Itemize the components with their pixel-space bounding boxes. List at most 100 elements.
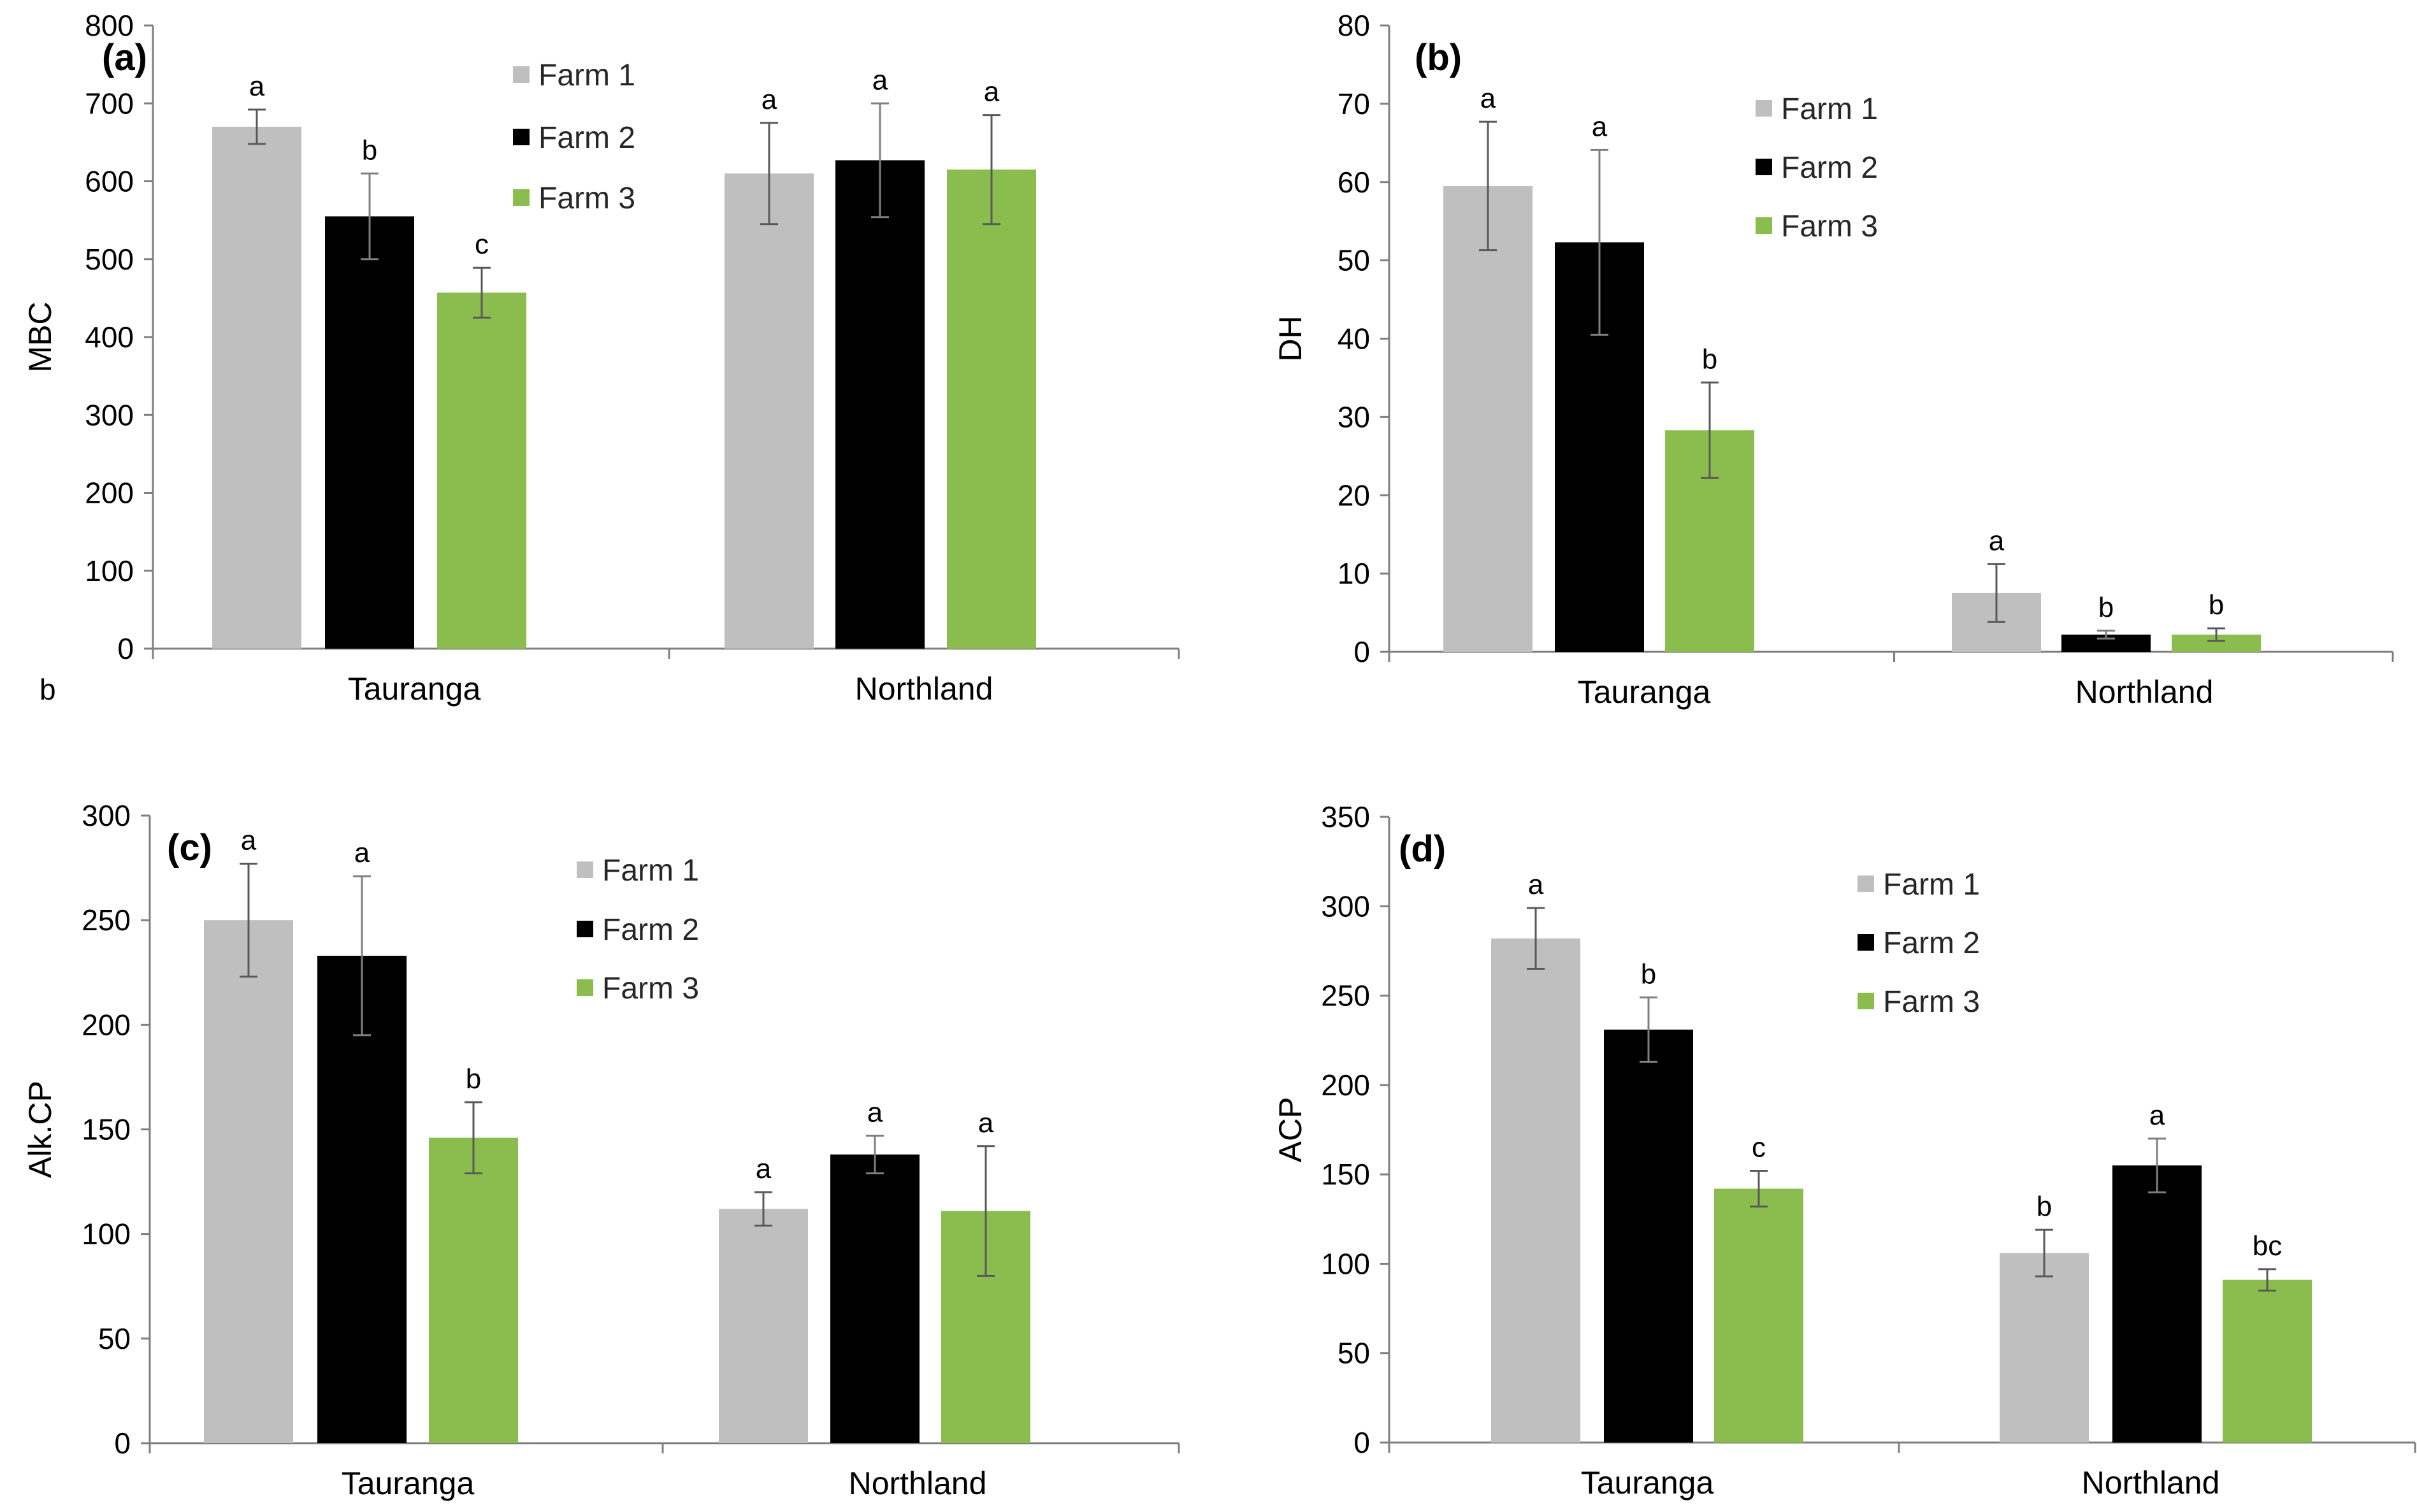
legend-entry: Farm 3 [1781,210,1878,243]
significance-letter: a [249,71,265,102]
y-tick-label: 100 [85,554,134,587]
bar-farm-3-tauranga [429,1137,518,1443]
bar-farm-1-tauranga [212,126,301,649]
significance-letter: a [354,837,370,868]
y-tick-label: 700 [85,87,134,120]
y-axis-title: Alk.CP [22,1081,58,1178]
significance-letter: a [1592,111,1608,142]
legend-swatch [1756,159,1772,175]
significance-letter: a [761,84,777,115]
legend-entry: Farm 2 [538,121,635,155]
y-tick-label: 150 [1321,1158,1370,1191]
significance-letter: a [872,64,888,96]
panel-label: (c) [167,827,212,868]
panel-label: (a) [102,37,147,78]
y-tick-label: 200 [1321,1069,1370,1102]
y-tick-label: 0 [117,632,134,665]
significance-letter: c [1752,1132,1766,1163]
x-tick-label: Northland [849,1465,987,1501]
y-tick-label: 200 [82,1008,131,1041]
legend-entry: Farm 1 [1883,868,1980,902]
y-tick-label: 0 [1353,1426,1370,1459]
y-tick-label: 300 [1321,889,1370,923]
y-tick-label: 100 [82,1218,131,1251]
significance-letter: a [1989,525,2005,556]
x-tick-label: Tauranga [348,671,481,707]
y-tick-label: 800 [85,9,134,42]
y-tick-label: 250 [82,904,131,937]
bar-farm-2-northland [830,1154,920,1443]
y-tick-label: 500 [85,243,134,276]
bar-farm-1-tauranga [204,920,293,1443]
y-tick-label: 50 [1338,244,1370,277]
bar-farm-2-tauranga [325,216,414,649]
y-tick-label: 150 [82,1113,131,1146]
bar-farm-1-tauranga [1491,938,1580,1443]
stray-label: b [40,673,56,706]
chart-panel-4: 0 50 100 150 200 250 300 350 Tauranga Northland AC… [1273,800,2416,1501]
y-tick-label: 10 [1338,557,1370,590]
legend-swatch [1858,993,1874,1009]
y-tick-label: 400 [85,320,134,354]
y-tick-label: 100 [1321,1247,1370,1280]
significance-letter: b [2209,589,2224,621]
y-tick-label: 600 [85,165,134,198]
x-tick-label: Northland [2082,1465,2220,1501]
x-tick-label: Northland [855,671,993,707]
y-tick-label: 20 [1338,479,1370,512]
y-tick-label: 30 [1338,400,1370,433]
x-tick-label: Tauranga [1578,674,1711,710]
bar-farm-2-northland [2112,1165,2202,1443]
y-axis-title: MBC [22,301,58,372]
x-tick-label: Tauranga [342,1465,475,1501]
significance-letter: b [1702,343,1717,375]
legend-swatch [513,189,530,206]
significance-letter: bc [2253,1230,2282,1262]
significance-letter: a [867,1097,883,1128]
y-tick-label: 50 [98,1322,131,1355]
y-tick-label: 300 [82,799,131,832]
significance-letter: a [756,1153,772,1184]
legend-swatch [1756,217,1772,234]
significance-letter: a [241,825,257,856]
legend-entry: Farm 3 [602,972,699,1005]
significance-letter: a [978,1107,994,1139]
significance-letter: b [362,134,377,166]
significance-letter: a [984,76,1000,108]
bar-farm-1-northland [719,1209,808,1443]
significance-letter: b [2037,1191,2052,1222]
bar-farm-2-tauranga [1604,1029,1693,1443]
legend-entry: Farm 2 [1883,926,1980,960]
y-tick-label: 50 [1338,1337,1370,1370]
chart-panel-1: 0 100 200 300 400 500 600 700 800 Tauranga Northla… [22,9,1180,707]
panel-label: (b) [1415,37,1462,78]
chart-panel-3: 0 50 100 150 200 250 300 Tauranga Northland Alk.C… [22,799,1180,1501]
x-tick-label: Northland [2075,674,2214,710]
y-tick-label: 60 [1338,166,1370,199]
bar-farm-1-tauranga [1443,185,1533,652]
y-axis-title: DH [1273,315,1308,361]
legend-swatch [513,66,530,83]
significance-letter: a [1480,83,1496,114]
bar-farm-3-northland [2223,1279,2312,1443]
bar-farm-1-northland [2000,1253,2089,1443]
y-tick-label: 350 [1321,800,1370,833]
legend-entry: Farm 1 [1781,92,1878,126]
legend-swatch [577,921,593,937]
legend-entry: Farm 2 [602,913,699,947]
bar-farm-2-northland [835,160,925,649]
significance-letter: b [2098,592,2114,623]
y-tick-label: 80 [1338,9,1370,42]
significance-letter: a [1528,869,1544,900]
significance-letter: b [1641,958,1656,990]
legend-swatch [1858,875,1874,892]
panel-label: (d) [1399,828,1446,870]
y-tick-label: 200 [85,477,134,510]
y-tick-label: 40 [1338,322,1370,356]
legend-entry: Farm 1 [602,854,699,888]
y-tick-label: 300 [85,398,134,431]
significance-letter: a [2149,1100,2165,1131]
bar-farm-3-northland [947,169,1036,649]
legend-swatch [577,861,593,878]
